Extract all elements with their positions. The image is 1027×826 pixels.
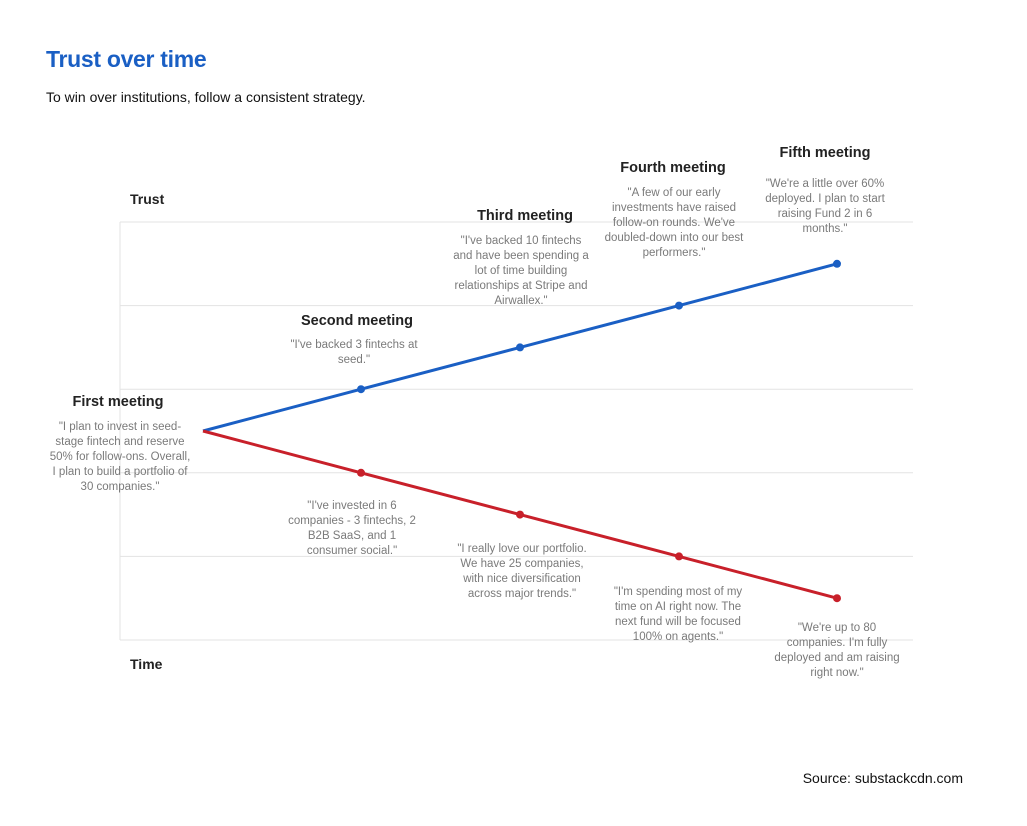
data-point-inconsistent — [516, 510, 524, 519]
quote-second-inconsistent: "I've invested in 6 companies - 3 fintec… — [288, 500, 416, 557]
series-points — [357, 259, 841, 603]
page-subtitle: To win over institutions, follow a consi… — [46, 89, 366, 105]
meeting-title-second: Second meeting — [301, 313, 413, 329]
data-point-consistent — [516, 343, 524, 352]
quote-first: "I plan to invest in seed-stage fintech … — [49, 421, 191, 493]
y-axis-label: Trust — [130, 191, 165, 207]
quote-fourth-inconsistent: "I'm spending most of my time on AI righ… — [613, 586, 743, 643]
quote-third-inconsistent: "I really love our portfolio. We have 25… — [457, 543, 587, 600]
grid — [119, 221, 913, 641]
x-axis-label: Time — [130, 656, 163, 672]
quote-fourth-consistent: "A few of our early investments have rai… — [604, 187, 744, 259]
quote-third-consistent: "I've backed 10 fintechs and have been s… — [453, 235, 589, 307]
data-point-consistent — [833, 259, 841, 268]
page-title: Trust over time — [46, 46, 207, 72]
data-point-inconsistent — [675, 552, 683, 561]
data-point-consistent — [357, 385, 365, 394]
quote-fifth-inconsistent: "We're up to 80 companies. I'm fully dep… — [774, 622, 900, 679]
data-point-consistent — [675, 301, 683, 310]
meeting-title-fifth: Fifth meeting — [779, 145, 871, 161]
data-point-inconsistent — [357, 468, 365, 477]
meeting-title-first: First meeting — [72, 394, 164, 410]
meeting-title-fourth: Fourth meeting — [620, 160, 726, 176]
quote-second-consistent: "I've backed 3 fintechs at seed." — [290, 339, 418, 366]
source-credit: Source: substackcdn.com — [802, 770, 963, 786]
quote-fifth-consistent: "We're a little over 60% deployed. I pla… — [765, 178, 885, 235]
data-point-inconsistent — [833, 594, 841, 603]
meeting-title-third: Third meeting — [477, 208, 573, 224]
